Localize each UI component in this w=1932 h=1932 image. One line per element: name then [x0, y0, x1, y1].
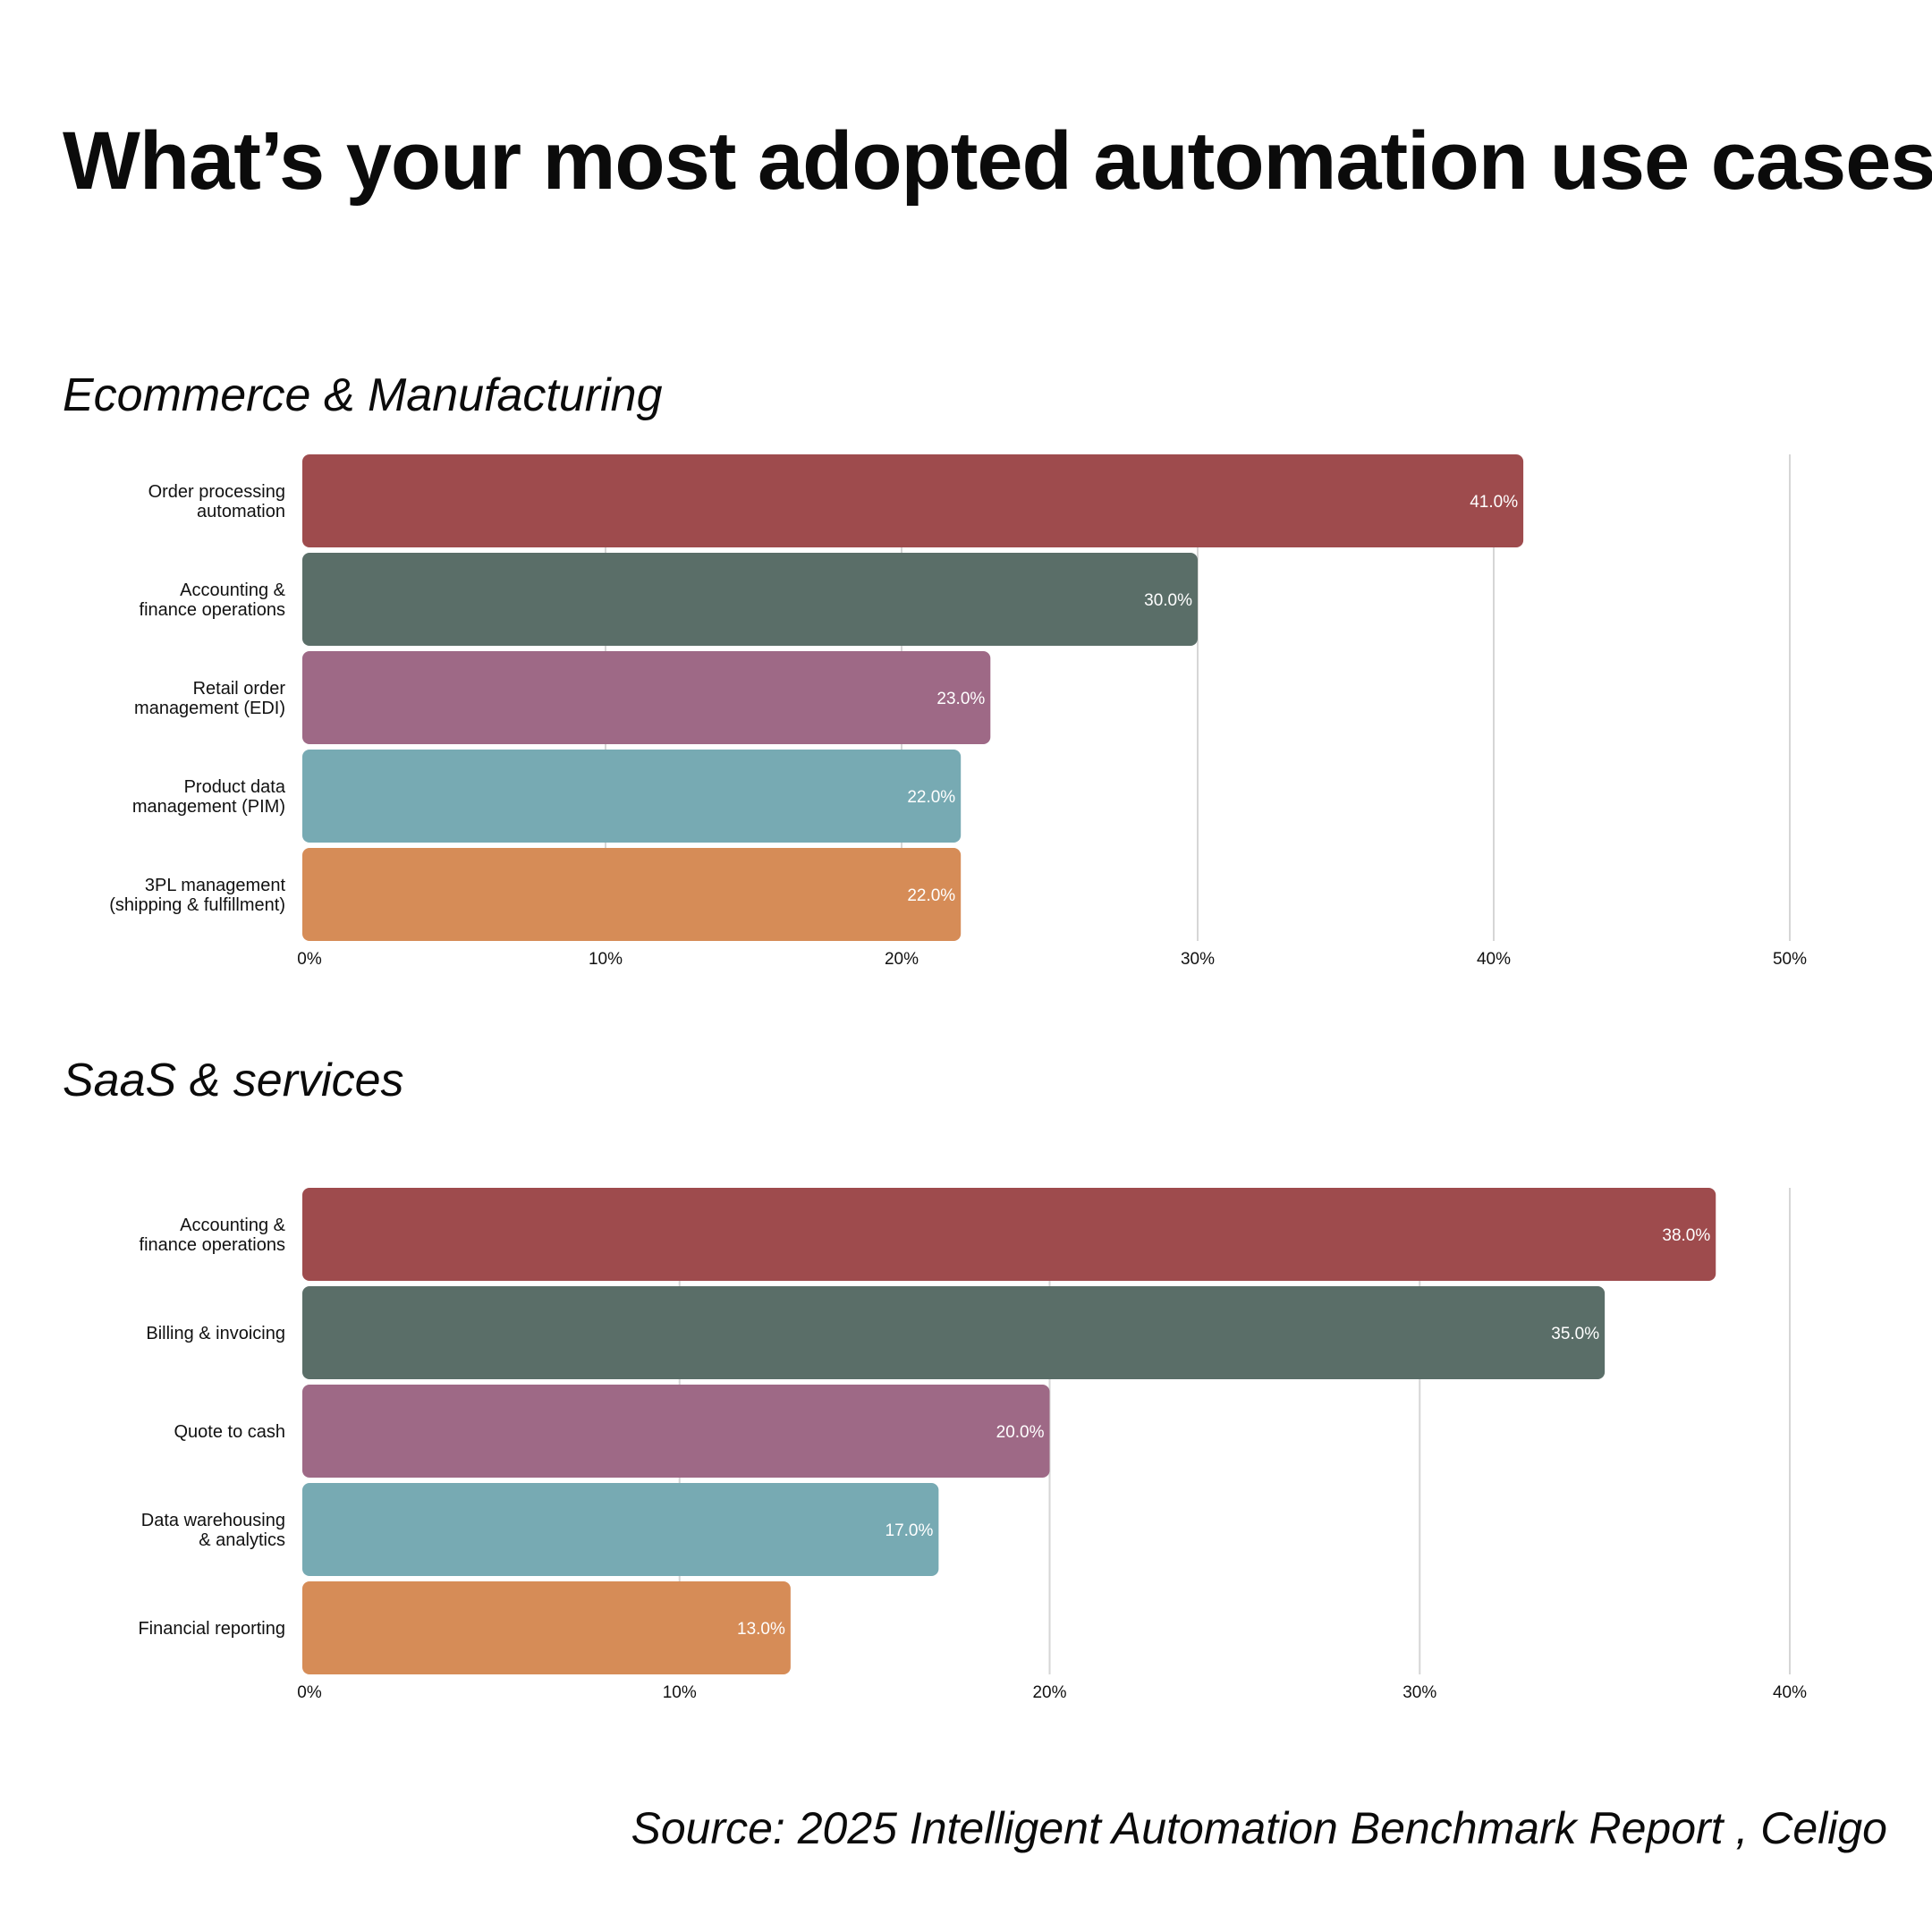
x-tick-label: 20%	[1032, 1683, 1066, 1702]
x-tick-label: 10%	[589, 950, 623, 969]
x-tick-label: 30%	[1181, 950, 1215, 969]
bar	[302, 1483, 939, 1576]
bar-group: 17.0%	[302, 1483, 939, 1576]
category-label-line: Accounting &	[180, 1216, 286, 1235]
category-label-line: Product data	[184, 777, 286, 797]
x-tick-label: 30%	[1402, 1683, 1436, 1702]
x-tick-label: 0%	[297, 950, 322, 969]
bar-chart-ecommerce: 41.0% Order processing automation 30.0% Acco…	[109, 454, 1807, 969]
category-label-line: finance operations	[140, 600, 285, 620]
bar	[302, 1385, 1050, 1478]
bar-base	[309, 1188, 318, 1281]
category-label-line: & analytics	[199, 1530, 285, 1550]
bar-base	[309, 1286, 318, 1379]
source-note: Source: 2025 Intelligent Automation Benc…	[631, 1803, 1888, 1853]
bar-base	[309, 848, 318, 941]
bar	[302, 553, 1198, 646]
category-label: Data warehousing & analytics	[141, 1511, 285, 1550]
category-label-line: 3PL management	[145, 876, 286, 895]
bar	[302, 1286, 1606, 1379]
bar-base	[309, 1483, 318, 1576]
data-label: 13.0%	[737, 1620, 785, 1639]
bar	[302, 848, 962, 941]
x-tick-label: 40%	[1477, 950, 1511, 969]
data-label: 41.0%	[1470, 493, 1518, 512]
bar-chart-saas: 38.0% Accounting & finance operations 35.0%…	[138, 1188, 1807, 1702]
category-label: Billing & invoicing	[146, 1324, 285, 1343]
bar	[302, 1581, 791, 1674]
bar-group: 38.0%	[302, 1188, 1716, 1281]
category-label: Accounting & finance operations	[140, 580, 286, 620]
x-tick-label: 0%	[297, 1683, 322, 1702]
category-label: Accounting & finance operations	[140, 1216, 286, 1255]
data-label: 22.0%	[907, 788, 955, 807]
chart-title-saas: SaaS & services	[63, 1055, 404, 1106]
category-label: Product data management (PIM)	[132, 777, 286, 817]
bar-group: 13.0%	[302, 1581, 791, 1674]
bar-group: 35.0%	[302, 1286, 1606, 1379]
category-label-line: management (EDI)	[134, 699, 285, 718]
category-label-line: Accounting &	[180, 580, 286, 600]
bar-group: 22.0%	[302, 750, 962, 843]
chart-title-ecommerce: Ecommerce & Manufacturing	[63, 369, 663, 421]
category-label: Quote to cash	[174, 1422, 285, 1442]
bar-group: 23.0%	[302, 651, 991, 744]
bar	[302, 1188, 1716, 1281]
category-label: Order processing automation	[148, 482, 285, 521]
bar-base	[309, 553, 318, 646]
bar-group: 30.0%	[302, 553, 1198, 646]
bar-base	[309, 750, 318, 843]
data-label: 38.0%	[1662, 1226, 1710, 1245]
category-label-line: automation	[197, 502, 285, 521]
data-label: 22.0%	[907, 886, 955, 905]
data-label: 30.0%	[1144, 591, 1192, 610]
page-title: What’s your most adopted automation use …	[63, 115, 1932, 207]
category-label-line: Data warehousing	[141, 1511, 285, 1530]
bar-base	[309, 454, 318, 547]
category-label-line: Financial reporting	[138, 1619, 285, 1639]
bar-group: 22.0%	[302, 848, 962, 941]
category-label-line: Retail order	[193, 679, 286, 699]
x-tick-label: 50%	[1773, 950, 1807, 969]
category-label-line: management (PIM)	[132, 797, 285, 817]
bar-base	[309, 651, 318, 744]
x-tick-label: 20%	[885, 950, 919, 969]
x-tick-label: 10%	[663, 1683, 697, 1702]
data-label: 20.0%	[996, 1423, 1045, 1442]
category-label-line: finance operations	[140, 1235, 285, 1255]
category-label: Financial reporting	[138, 1619, 285, 1639]
category-label-line: (shipping & fulfillment)	[109, 895, 285, 915]
bar	[302, 651, 991, 744]
bar-group: 41.0%	[302, 454, 1524, 547]
category-label: 3PL management (shipping & fulfillment)	[109, 876, 285, 915]
bar	[302, 750, 962, 843]
data-label: 17.0%	[886, 1521, 934, 1540]
x-tick-label: 40%	[1773, 1683, 1807, 1702]
category-label-line: Quote to cash	[174, 1422, 285, 1442]
data-label: 23.0%	[936, 690, 985, 708]
bar-base	[309, 1581, 318, 1674]
bar-group: 20.0%	[302, 1385, 1050, 1478]
data-label: 35.0%	[1551, 1325, 1599, 1343]
category-label-line: Billing & invoicing	[146, 1324, 285, 1343]
category-label-line: Order processing	[148, 482, 285, 502]
bar	[302, 454, 1524, 547]
bar-base	[309, 1385, 318, 1478]
category-label: Retail order management (EDI)	[134, 679, 285, 718]
